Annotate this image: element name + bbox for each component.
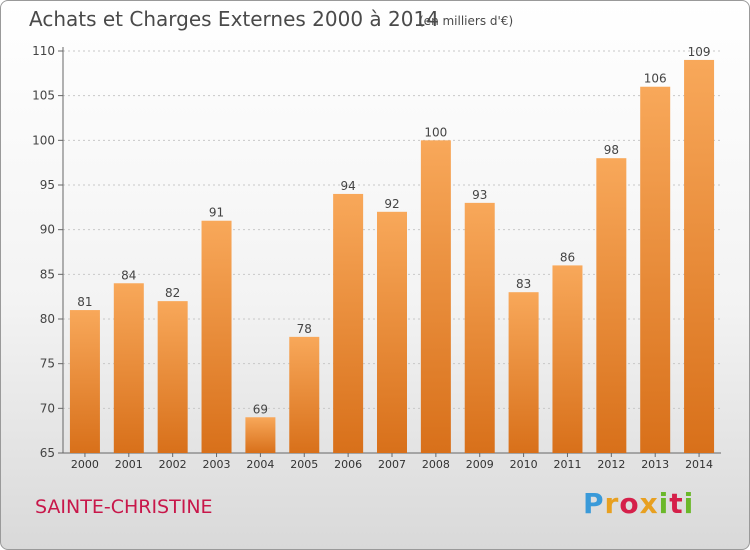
x-tick-label: 2006 (334, 458, 362, 471)
data-label: 94 (340, 179, 355, 193)
bar (157, 301, 188, 453)
data-label: 92 (384, 197, 399, 211)
data-label: 86 (560, 250, 575, 264)
chart-unit: (en milliers d'€) (419, 14, 514, 28)
data-label: 82 (165, 286, 180, 300)
bars (69, 59, 715, 454)
data-label: 78 (297, 322, 312, 336)
x-tick-label: 2002 (159, 458, 187, 471)
y-tick-label: 95 (40, 178, 55, 192)
x-tick-label: 2013 (641, 458, 669, 471)
bar (245, 417, 276, 453)
bar (113, 283, 144, 453)
data-label: 93 (472, 188, 487, 202)
data-label: 91 (209, 206, 224, 220)
y-tick-label: 110 (32, 44, 55, 58)
data-label: 109 (688, 45, 711, 59)
y-tick-labels: 65 70 75 80 85 90 95 100 105 110 (32, 44, 55, 460)
data-label: 100 (424, 125, 447, 139)
bar (640, 86, 671, 453)
x-tick-label: 2003 (203, 458, 231, 471)
x-tick-label: 2009 (466, 458, 494, 471)
x-tick-label: 2012 (597, 458, 625, 471)
grid-lines (58, 50, 721, 454)
bar (596, 158, 627, 453)
x-tick-label: 2007 (378, 458, 406, 471)
bar (552, 265, 583, 453)
y-tick-label: 90 (40, 223, 55, 237)
y-tick-label: 85 (40, 267, 55, 281)
bar (201, 220, 232, 453)
proxiti-logo: Proxiti (583, 487, 695, 520)
commune-name: SAINTE-CHRISTINE (35, 496, 213, 518)
y-tick-label: 80 (40, 312, 55, 326)
data-label: 98 (604, 143, 619, 157)
bar (69, 310, 100, 453)
data-label: 81 (77, 295, 92, 309)
bar (289, 336, 320, 453)
bar (420, 140, 451, 454)
y-tick-label: 100 (32, 133, 55, 147)
x-tick-label: 2005 (290, 458, 318, 471)
x-tick-label: 2000 (71, 458, 99, 471)
bar (377, 211, 407, 453)
bar (464, 202, 495, 453)
data-label: 84 (121, 268, 136, 282)
data-label: 69 (253, 402, 268, 416)
x-tick-label: 2014 (685, 458, 713, 471)
bar (684, 59, 715, 453)
x-tick-label: 2004 (246, 458, 274, 471)
bar (333, 193, 364, 453)
x-tick-label: 2010 (510, 458, 538, 471)
y-tick-label: 105 (32, 89, 55, 103)
chart-title: Achats et Charges Externes 2000 à 2014 (29, 7, 439, 31)
data-label: 83 (516, 277, 531, 291)
data-label: 106 (644, 72, 667, 86)
x-tick-labels: 2000 2001 2002 2003 2004 2005 2006 2007 2008 2009… (71, 453, 713, 471)
y-tick-label: 75 (40, 357, 55, 371)
x-tick-label: 2011 (553, 458, 581, 471)
x-tick-label: 2008 (422, 458, 450, 471)
data-labels: 81 84 82 91 69 78 94 92 100 93 83 86 98 106 109 (77, 45, 710, 416)
y-tick-label: 70 (40, 401, 55, 415)
x-tick-label: 2001 (115, 458, 143, 471)
y-tick-label: 65 (40, 446, 55, 460)
bar (508, 292, 539, 453)
